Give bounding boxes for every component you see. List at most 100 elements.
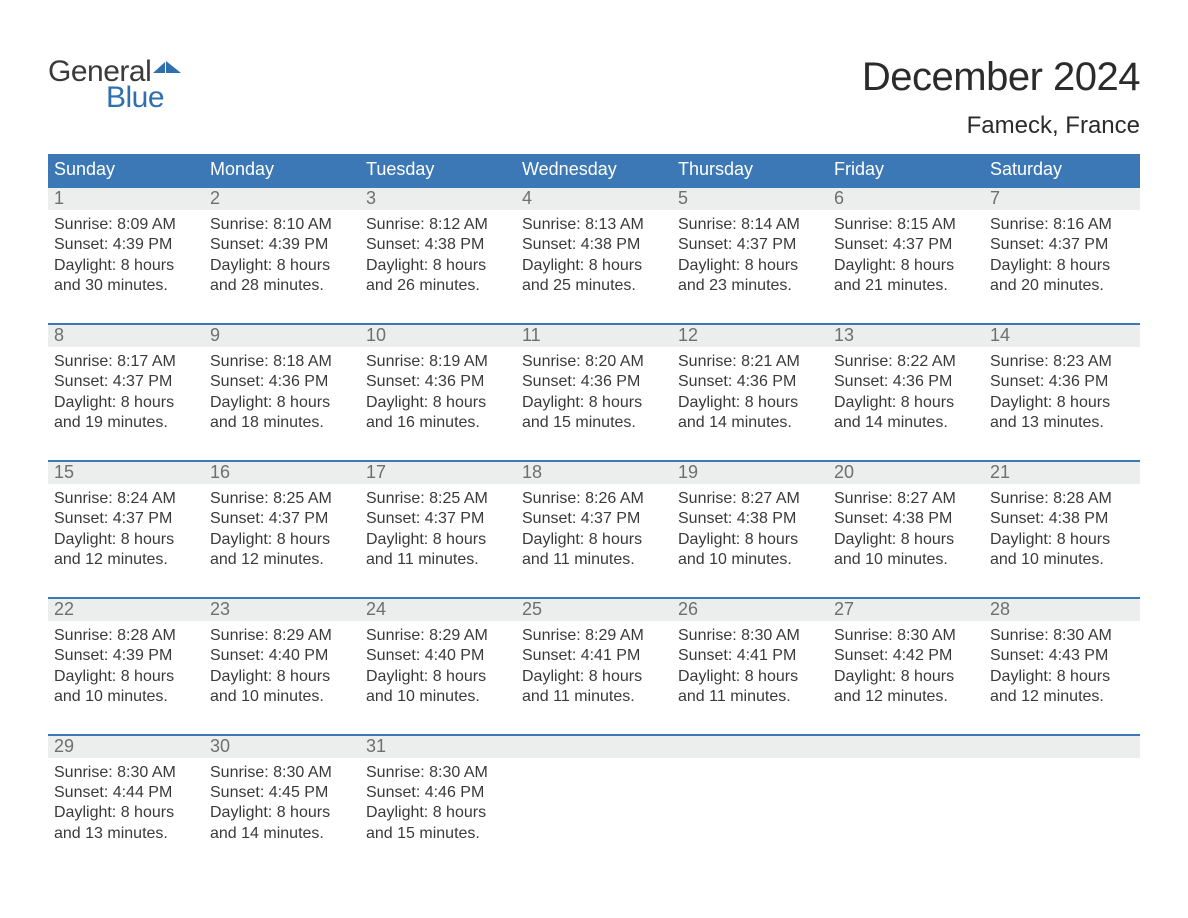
sunrise-text: Sunrise: 8:29 AM	[522, 626, 666, 646]
sunrise-text: Sunrise: 8:27 AM	[834, 489, 978, 509]
daylight-text-2: and 12 minutes.	[210, 550, 354, 570]
day-number: 4	[516, 188, 672, 210]
daylight-text-2: and 14 minutes.	[834, 413, 978, 433]
day-cell	[672, 758, 828, 849]
sunrise-text: Sunrise: 8:25 AM	[210, 489, 354, 509]
calendar-week: 293031Sunrise: 8:30 AMSunset: 4:44 PMDay…	[48, 734, 1140, 849]
daylight-text-2: and 18 minutes.	[210, 413, 354, 433]
day-cell: Sunrise: 8:23 AMSunset: 4:36 PMDaylight:…	[984, 347, 1140, 438]
daylight-text-1: Daylight: 8 hours	[990, 256, 1134, 276]
day-number: 28	[984, 599, 1140, 621]
sunset-text: Sunset: 4:38 PM	[990, 509, 1134, 529]
day-number: 8	[48, 325, 204, 347]
sunrise-text: Sunrise: 8:30 AM	[54, 763, 198, 783]
daylight-text-1: Daylight: 8 hours	[834, 256, 978, 276]
sunrise-text: Sunrise: 8:17 AM	[54, 352, 198, 372]
day-cell: Sunrise: 8:12 AMSunset: 4:38 PMDaylight:…	[360, 210, 516, 301]
daylight-text-2: and 12 minutes.	[990, 687, 1134, 707]
daylight-text-2: and 30 minutes.	[54, 276, 198, 296]
day-number	[984, 736, 1140, 758]
sunset-text: Sunset: 4:38 PM	[366, 235, 510, 255]
sunrise-text: Sunrise: 8:26 AM	[522, 489, 666, 509]
daylight-text-2: and 28 minutes.	[210, 276, 354, 296]
sunrise-text: Sunrise: 8:30 AM	[678, 626, 822, 646]
sunrise-text: Sunrise: 8:23 AM	[990, 352, 1134, 372]
day-number: 1	[48, 188, 204, 210]
sunrise-text: Sunrise: 8:30 AM	[366, 763, 510, 783]
daylight-text-2: and 12 minutes.	[834, 687, 978, 707]
daylight-text-1: Daylight: 8 hours	[522, 667, 666, 687]
weekday-header-row: Sunday Monday Tuesday Wednesday Thursday…	[48, 154, 1140, 186]
daylight-text-1: Daylight: 8 hours	[210, 530, 354, 550]
calendar-week: 15161718192021Sunrise: 8:24 AMSunset: 4:…	[48, 460, 1140, 575]
daylight-text-2: and 11 minutes.	[678, 687, 822, 707]
day-number-row: 15161718192021	[48, 462, 1140, 484]
daylight-text-1: Daylight: 8 hours	[210, 393, 354, 413]
daylight-text-1: Daylight: 8 hours	[54, 530, 198, 550]
daylight-text-2: and 10 minutes.	[54, 687, 198, 707]
daylight-text-2: and 20 minutes.	[990, 276, 1134, 296]
daylight-text-2: and 23 minutes.	[678, 276, 822, 296]
daylight-text-1: Daylight: 8 hours	[366, 530, 510, 550]
daylight-text-1: Daylight: 8 hours	[210, 256, 354, 276]
daylight-text-2: and 10 minutes.	[366, 687, 510, 707]
sunrise-text: Sunrise: 8:29 AM	[366, 626, 510, 646]
day-cell: Sunrise: 8:10 AMSunset: 4:39 PMDaylight:…	[204, 210, 360, 301]
month-year: December 2024	[862, 55, 1140, 100]
calendar-week: 891011121314Sunrise: 8:17 AMSunset: 4:37…	[48, 323, 1140, 438]
daylight-text-1: Daylight: 8 hours	[522, 530, 666, 550]
day-cell: Sunrise: 8:30 AMSunset: 4:41 PMDaylight:…	[672, 621, 828, 712]
daylight-text-2: and 15 minutes.	[366, 824, 510, 844]
sunset-text: Sunset: 4:37 PM	[990, 235, 1134, 255]
daylight-text-1: Daylight: 8 hours	[990, 667, 1134, 687]
day-number: 14	[984, 325, 1140, 347]
day-number: 23	[204, 599, 360, 621]
day-cell: Sunrise: 8:28 AMSunset: 4:39 PMDaylight:…	[48, 621, 204, 712]
sunset-text: Sunset: 4:41 PM	[522, 646, 666, 666]
sunrise-text: Sunrise: 8:10 AM	[210, 215, 354, 235]
sunset-text: Sunset: 4:40 PM	[366, 646, 510, 666]
weekday-header: Monday	[204, 154, 360, 186]
day-number-row: 891011121314	[48, 325, 1140, 347]
daylight-text-2: and 10 minutes.	[990, 550, 1134, 570]
day-number	[672, 736, 828, 758]
day-cell: Sunrise: 8:25 AMSunset: 4:37 PMDaylight:…	[360, 484, 516, 575]
sunset-text: Sunset: 4:36 PM	[522, 372, 666, 392]
day-cell: Sunrise: 8:21 AMSunset: 4:36 PMDaylight:…	[672, 347, 828, 438]
day-number: 22	[48, 599, 204, 621]
sunrise-text: Sunrise: 8:19 AM	[366, 352, 510, 372]
sunset-text: Sunset: 4:39 PM	[54, 646, 198, 666]
daylight-text-1: Daylight: 8 hours	[834, 530, 978, 550]
sunrise-text: Sunrise: 8:27 AM	[678, 489, 822, 509]
daylight-text-2: and 10 minutes.	[834, 550, 978, 570]
sunset-text: Sunset: 4:44 PM	[54, 783, 198, 803]
daylight-text-1: Daylight: 8 hours	[678, 530, 822, 550]
sunset-text: Sunset: 4:38 PM	[834, 509, 978, 529]
day-cell: Sunrise: 8:29 AMSunset: 4:40 PMDaylight:…	[204, 621, 360, 712]
daylight-text-1: Daylight: 8 hours	[54, 256, 198, 276]
daylight-text-2: and 11 minutes.	[522, 550, 666, 570]
day-cell: Sunrise: 8:14 AMSunset: 4:37 PMDaylight:…	[672, 210, 828, 301]
daylight-text-1: Daylight: 8 hours	[522, 256, 666, 276]
location: Fameck, France	[862, 112, 1140, 140]
day-cell: Sunrise: 8:28 AMSunset: 4:38 PMDaylight:…	[984, 484, 1140, 575]
sunset-text: Sunset: 4:45 PM	[210, 783, 354, 803]
day-cell	[828, 758, 984, 849]
sunrise-text: Sunrise: 8:20 AM	[522, 352, 666, 372]
day-cell: Sunrise: 8:30 AMSunset: 4:43 PMDaylight:…	[984, 621, 1140, 712]
day-number: 20	[828, 462, 984, 484]
sunset-text: Sunset: 4:43 PM	[990, 646, 1134, 666]
day-cell: Sunrise: 8:29 AMSunset: 4:41 PMDaylight:…	[516, 621, 672, 712]
daylight-text-1: Daylight: 8 hours	[834, 667, 978, 687]
day-number: 7	[984, 188, 1140, 210]
daylight-text-2: and 11 minutes.	[522, 687, 666, 707]
day-cell	[984, 758, 1140, 849]
sunset-text: Sunset: 4:37 PM	[678, 235, 822, 255]
sunset-text: Sunset: 4:36 PM	[834, 372, 978, 392]
day-number: 18	[516, 462, 672, 484]
day-number: 15	[48, 462, 204, 484]
day-cell: Sunrise: 8:22 AMSunset: 4:36 PMDaylight:…	[828, 347, 984, 438]
daylight-text-2: and 15 minutes.	[522, 413, 666, 433]
day-cell: Sunrise: 8:26 AMSunset: 4:37 PMDaylight:…	[516, 484, 672, 575]
sunrise-text: Sunrise: 8:12 AM	[366, 215, 510, 235]
